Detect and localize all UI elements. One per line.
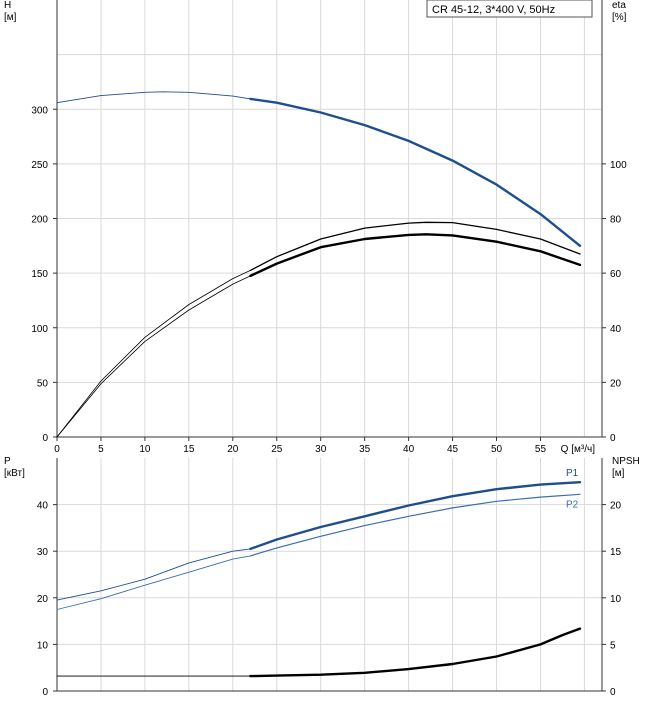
curve-eta_bold — [249, 233, 582, 278]
y-left-axis-title: H — [4, 0, 11, 11]
y-right-tick-label: 20 — [610, 378, 622, 389]
y-right-axis-unit: [м] — [612, 468, 625, 479]
x-tick-label: 20 — [227, 444, 239, 455]
y-left-axis-title: P — [4, 456, 11, 467]
curve-eta_thin — [249, 221, 581, 272]
y-left-tick-label: 0 — [42, 433, 48, 444]
y-right-tick-label: 60 — [610, 269, 622, 280]
curve-P1 — [249, 481, 582, 551]
y-left-tick-label: 300 — [31, 105, 48, 116]
curve-eta_thin-extrapolated — [56, 270, 251, 438]
x-axis-title: Q [м³/ч] — [561, 444, 596, 455]
series-label-P1: P1 — [566, 468, 579, 479]
curve-P1-extrapolated — [56, 548, 251, 601]
y-right-axis-title: NPSH — [612, 456, 640, 467]
y-right-tick-label: 0 — [610, 433, 616, 444]
y-left-tick-label: 250 — [31, 160, 48, 171]
y-left-tick-label: 40 — [37, 501, 49, 512]
y-right-axis-title: eta — [612, 0, 626, 11]
y-right-tick-label: 0 — [610, 687, 616, 698]
y-left-tick-label: 30 — [37, 547, 49, 558]
y-left-tick-label: 100 — [31, 324, 48, 335]
curve-npsh — [249, 627, 582, 678]
x-tick-label: 30 — [315, 444, 327, 455]
y-left-tick-label: 150 — [31, 269, 48, 280]
model-label: CR 45-12, 3*400 V, 50Hz — [432, 4, 555, 16]
y-right-axis-unit: [%] — [612, 12, 627, 23]
x-tick-label: 25 — [271, 444, 283, 455]
y-right-tick-label: 15 — [610, 547, 622, 558]
x-tick-label: 10 — [139, 444, 151, 455]
model-label-box: CR 45-12, 3*400 V, 50Hz — [426, 0, 593, 18]
y-right-tick-label: 20 — [610, 501, 622, 512]
y-left-tick-label: 10 — [37, 640, 49, 651]
x-tick-label: 15 — [183, 444, 195, 455]
x-tick-label: 5 — [98, 444, 104, 455]
x-tick-label: 40 — [403, 444, 415, 455]
curve-P2-extrapolated — [56, 555, 251, 610]
y-left-tick-label: 200 — [31, 215, 48, 226]
series-label-P2: P2 — [566, 499, 579, 510]
y-right-tick-label: 80 — [610, 215, 622, 226]
curve-P2 — [249, 493, 581, 557]
x-tick-label: 50 — [491, 444, 503, 455]
x-tick-label: 35 — [359, 444, 371, 455]
curve-eta_bold-extrapolated — [56, 275, 251, 438]
y-right-tick-label: 10 — [610, 594, 622, 605]
y-left-tick-label: 0 — [42, 687, 48, 698]
y-left-tick-label: 50 — [37, 378, 49, 389]
y-right-tick-label: 100 — [610, 160, 627, 171]
x-tick-label: 55 — [535, 444, 547, 455]
y-right-tick-label: 5 — [610, 640, 616, 651]
x-tick-label: 45 — [447, 444, 459, 455]
curve-head-extrapolated — [56, 91, 251, 104]
y-right-tick-label: 40 — [610, 324, 622, 335]
y-left-axis-unit: [м] — [4, 12, 17, 23]
x-tick-label: 0 — [54, 444, 60, 455]
curve-head — [249, 97, 582, 247]
y-left-tick-label: 20 — [37, 594, 49, 605]
y-left-axis-unit: [кВт] — [4, 468, 25, 479]
